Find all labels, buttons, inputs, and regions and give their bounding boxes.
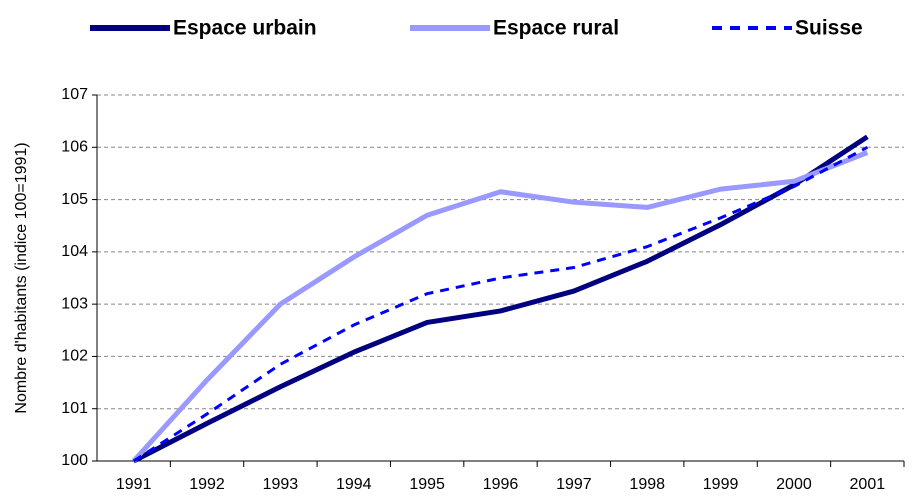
legend-label: Espace urbain: [173, 17, 317, 40]
x-tick-label: 1994: [336, 476, 372, 493]
y-axis-label: Nombre d'habitants (indice 100=1991): [13, 142, 30, 413]
x-tick-label: 1999: [703, 476, 739, 493]
legend-label: Suisse: [795, 17, 863, 40]
series-line: [132, 145, 869, 463]
x-tick-label: 1996: [483, 476, 519, 493]
x-tick-label: 2000: [776, 476, 812, 493]
x-tick-label: 2001: [850, 476, 886, 493]
y-tick-label: 107: [61, 86, 88, 103]
legend-label: Espace rural: [493, 17, 619, 40]
x-tick-label: 1995: [409, 476, 445, 493]
y-tick-label: 101: [61, 400, 88, 417]
series-line: [131, 150, 869, 463]
y-tick-label: 106: [61, 139, 88, 156]
y-tick-label: 102: [61, 348, 88, 365]
y-tick-label: 105: [61, 191, 88, 208]
x-tick-label: 1993: [263, 476, 299, 493]
x-tick-label: 1991: [116, 476, 152, 493]
y-tick-label: 100: [61, 452, 88, 469]
x-tick-label: 1992: [189, 476, 225, 493]
x-tick-label: 1998: [629, 476, 665, 493]
y-tick-label: 104: [61, 243, 88, 260]
y-tick-label: 103: [61, 295, 88, 312]
series-line: [132, 134, 869, 464]
x-tick-label: 1997: [556, 476, 592, 493]
